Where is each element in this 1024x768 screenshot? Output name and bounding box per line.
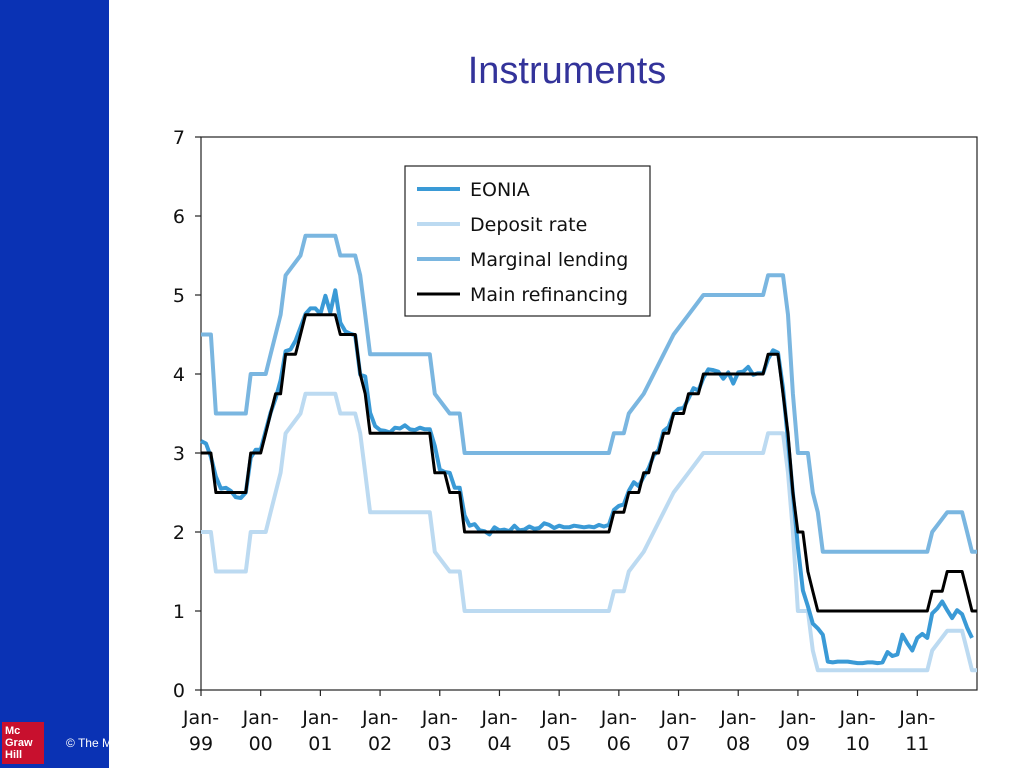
- legend: EONIA Deposit rate Marginal lending Main re…: [404, 165, 651, 317]
- slide-title: Instruments: [467, 50, 667, 92]
- logo-line-3: Hill: [5, 749, 23, 761]
- y-tick-label: 6: [173, 206, 185, 228]
- y-tick-label: 3: [173, 443, 185, 465]
- x-tick-label: Jan-09: [779, 707, 816, 755]
- x-tick-label: Jan-06: [600, 707, 637, 755]
- y-tick-label: 0: [173, 680, 185, 702]
- y-tick-label: 1: [173, 601, 185, 623]
- series-line-deposit-rate: [201, 391, 977, 673]
- x-tick-label: Jan-99: [182, 707, 219, 755]
- y-tick-label: 5: [173, 285, 185, 307]
- x-tick-label: Jan-07: [659, 707, 696, 755]
- copyright-text: © The McGraw-Hill Companies: [66, 736, 174, 750]
- series-line-eonia: [200, 288, 974, 666]
- y-tick-label: 7: [173, 127, 185, 149]
- legend-label-deposit-rate: Deposit rate: [470, 214, 587, 236]
- logo-line-2: Graw: [5, 737, 33, 749]
- x-tick-label: Jan-04: [480, 707, 517, 755]
- legend-label-eonia: EONIA: [470, 179, 530, 201]
- x-tick-label: Jan-00: [242, 707, 279, 755]
- y-tick-label: 4: [173, 364, 185, 386]
- series-line-marginal-lending: [201, 233, 977, 554]
- x-tick-label: Jan-01: [301, 707, 338, 755]
- x-tick-label: Jan-08: [719, 707, 756, 755]
- x-tick-label: Jan-02: [361, 707, 398, 755]
- x-tick-label: Jan-11: [898, 707, 935, 755]
- series-line-main-refinancing: [201, 313, 977, 613]
- mcgraw-hill-logo: Mc Graw Hill: [2, 722, 44, 764]
- x-tick-label: Jan-10: [839, 707, 876, 755]
- series-layer: [200, 233, 977, 673]
- legend-label-marginal-lending: Marginal lending: [470, 249, 628, 271]
- x-tick-label: Jan-05: [540, 707, 577, 755]
- logo-line-1: Mc: [5, 725, 21, 737]
- y-tick-label: 2: [173, 522, 185, 544]
- axis-layer: 0 1 2 3 4 5 6 7 Jan-99 Jan-00 Jan-01 Jan-02 Jan-03 Ja…: [173, 127, 935, 755]
- x-tick-label: Jan-03: [421, 707, 458, 755]
- side-band: [0, 0, 109, 768]
- legend-label-main-refinancing: Main refinancing: [470, 284, 628, 306]
